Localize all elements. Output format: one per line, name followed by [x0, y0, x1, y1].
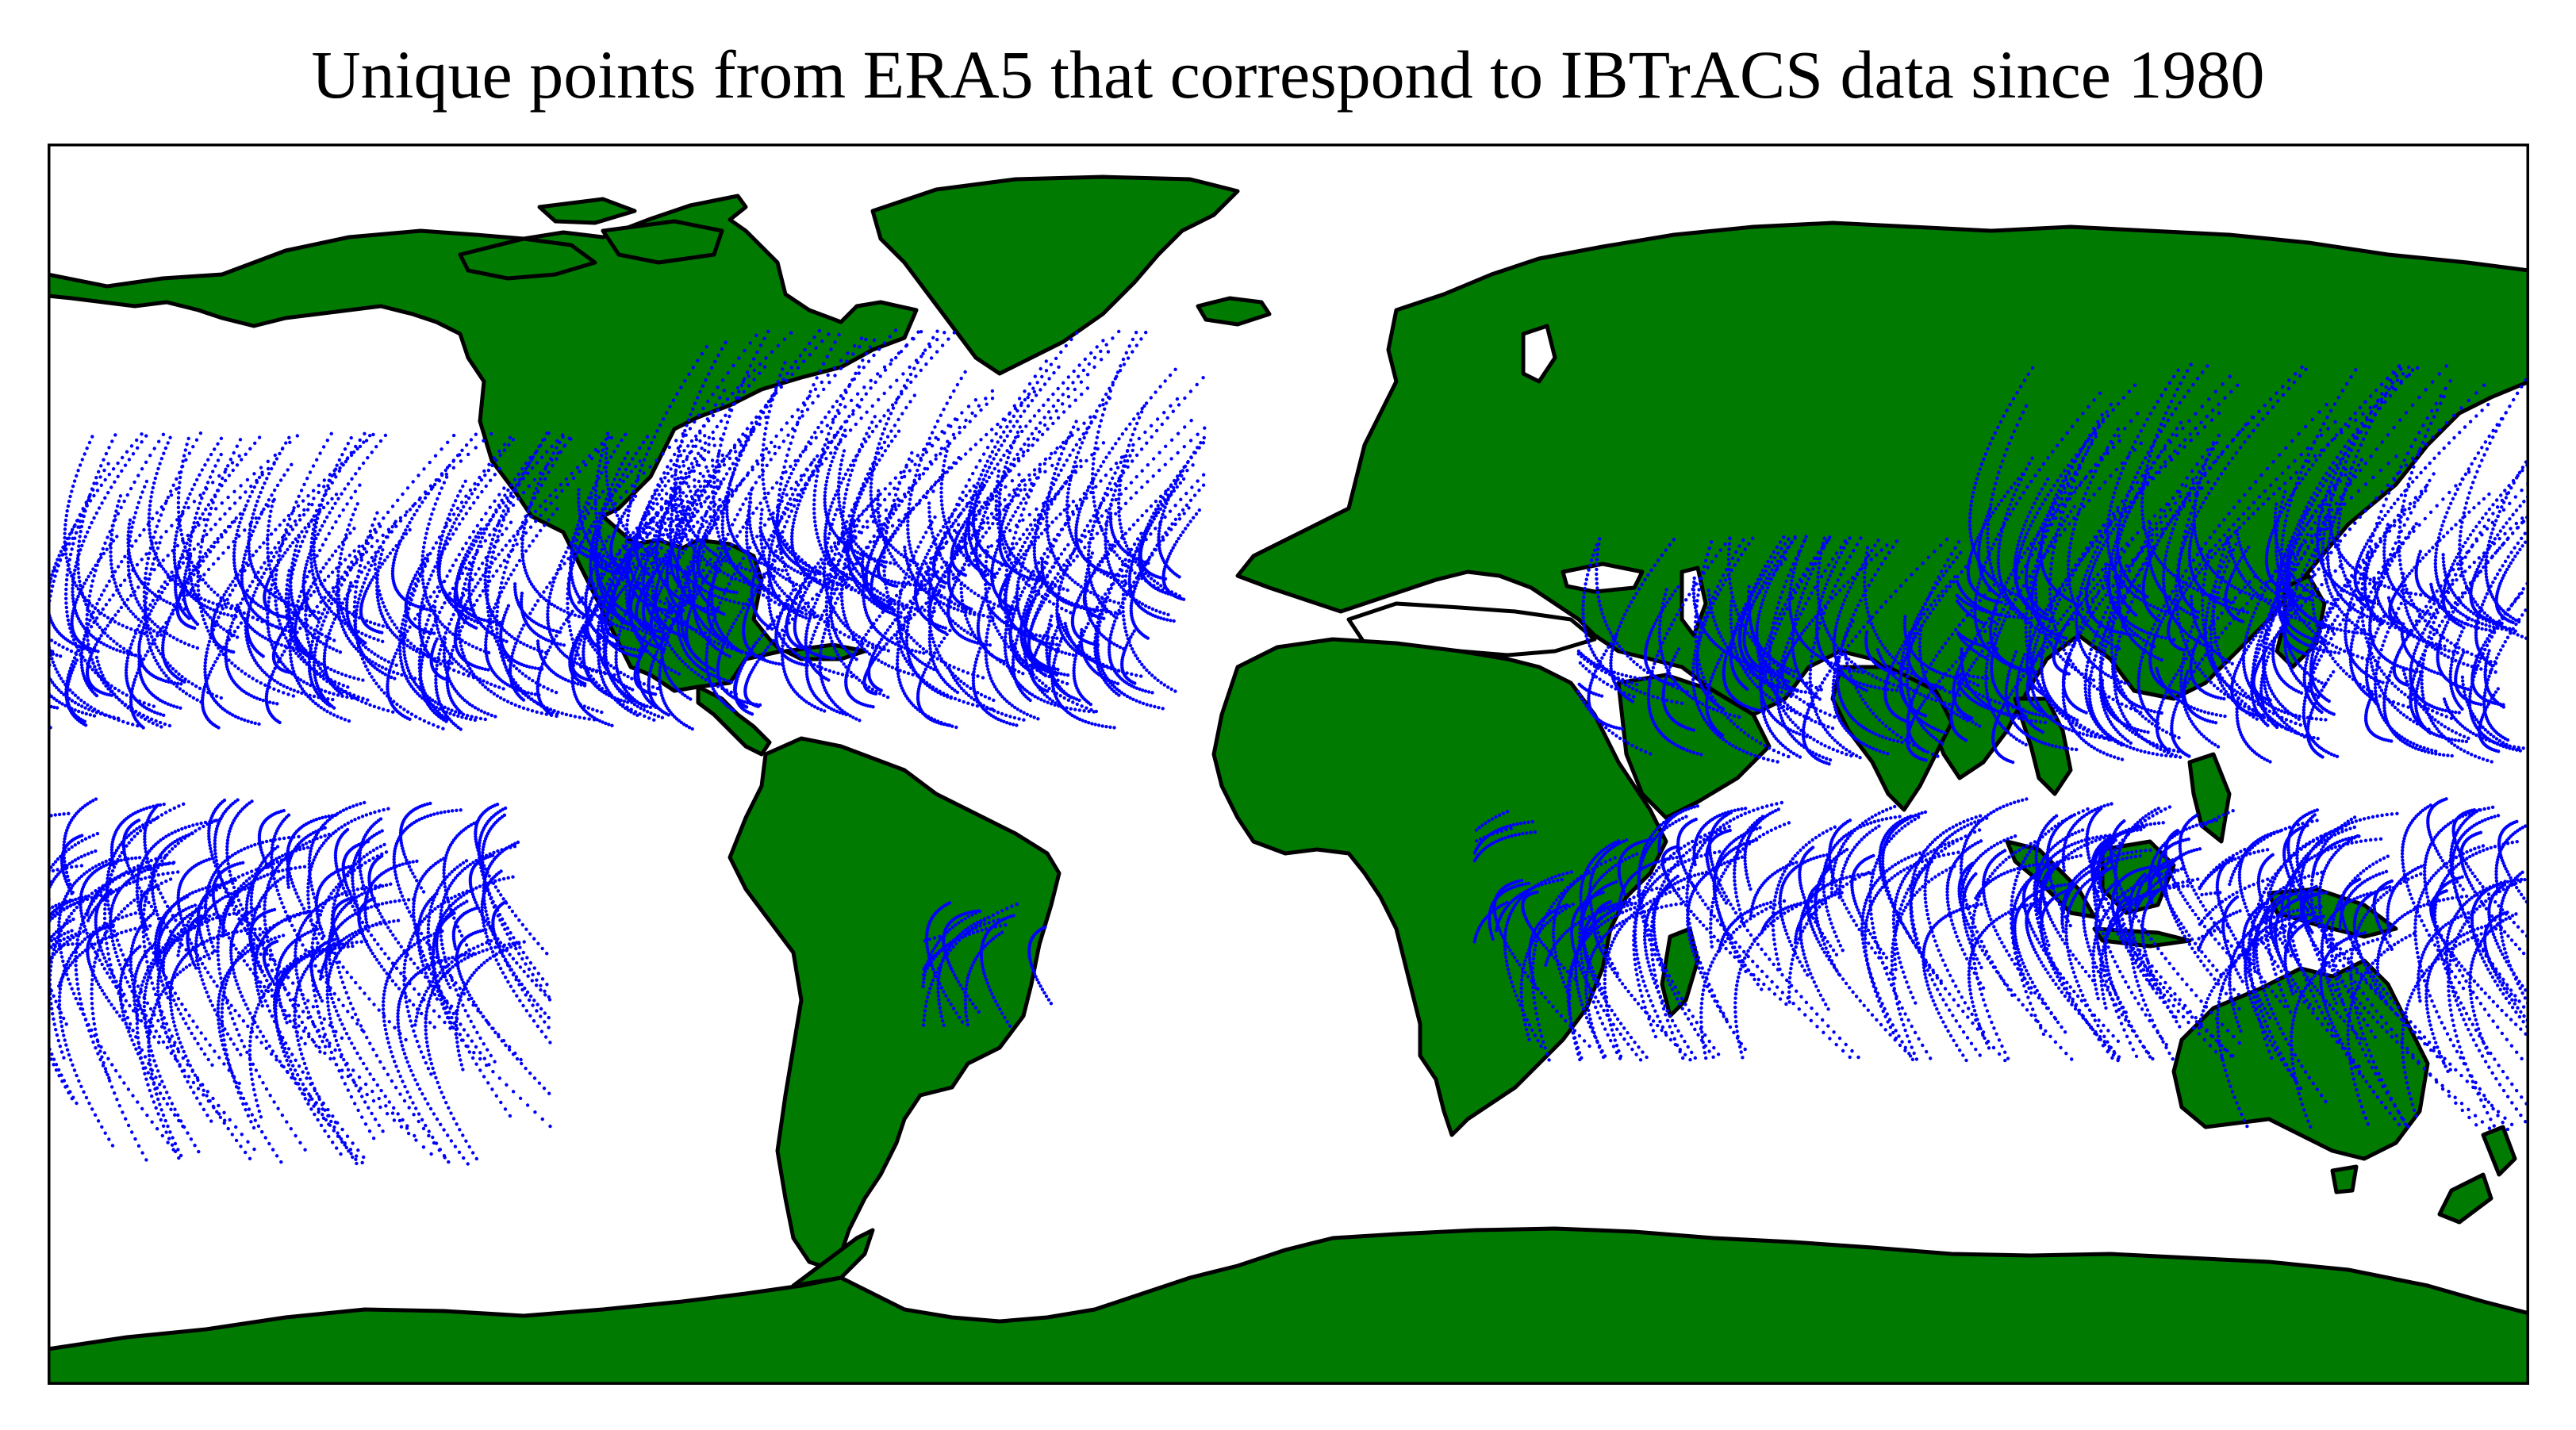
map-svg: [48, 144, 2529, 1385]
water-black-sea: [1563, 564, 1642, 592]
land-arctic-island-2: [603, 221, 722, 263]
map-title: Unique points from ERA5 that correspond …: [0, 35, 2576, 114]
world-map: [48, 144, 2529, 1385]
land-tasmania: [2332, 1167, 2356, 1192]
